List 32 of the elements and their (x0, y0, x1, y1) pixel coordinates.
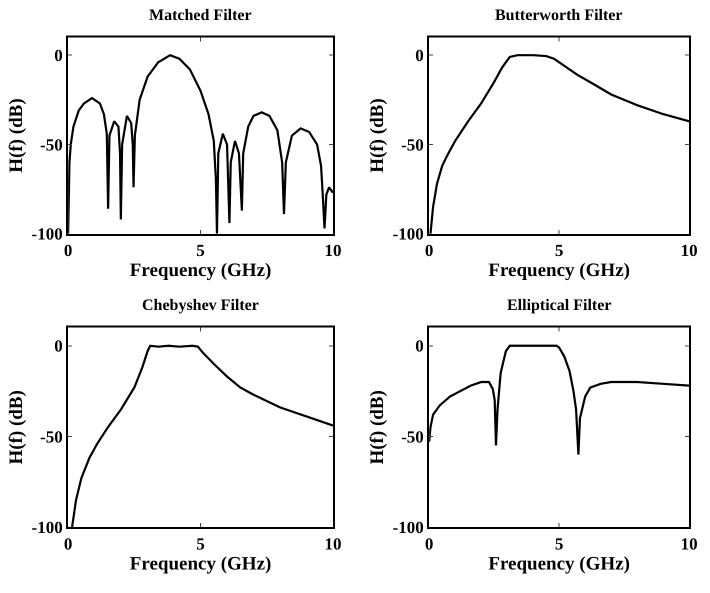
y-axis-title: H(f) (dB) (6, 98, 27, 173)
y-tick-label: -50 (401, 135, 424, 154)
chart-title: Butterworth Filter (495, 7, 623, 24)
x-tick-label: 5 (196, 534, 205, 554)
chart-title: Chebyshev Filter (142, 297, 259, 314)
chart-title: Elliptical Filter (507, 297, 612, 314)
x-tick-label: 10 (324, 534, 342, 554)
y-tick-label: -50 (40, 427, 63, 446)
x-tick-label: 10 (680, 241, 698, 260)
y-tick-label: 0 (54, 46, 63, 66)
y-tick-label: -100 (32, 224, 63, 244)
x-axis-title: Frequency (GHz) (130, 260, 272, 282)
x-tick-label: 5 (554, 534, 564, 554)
y-tick-label: 0 (415, 336, 424, 356)
y-tick-label: -100 (392, 224, 424, 244)
y-axis-title: H(f) (dB) (366, 98, 388, 173)
y-tick-label: 0 (415, 46, 424, 66)
x-tick-label: 5 (196, 241, 205, 260)
x-axis-title: Frequency (GHz) (488, 260, 630, 282)
y-tick-label: -100 (392, 518, 424, 537)
y-tick-label: 0 (54, 336, 63, 356)
x-axis-title: Frequency (GHz) (488, 553, 630, 574)
y-tick-label: -100 (32, 518, 63, 537)
chart-title: Matched Filter (149, 7, 252, 24)
y-tick-label: -50 (40, 135, 63, 154)
x-tick-label: 10 (680, 534, 698, 554)
x-tick-label: 5 (554, 241, 564, 260)
y-axis-title: H(f) (dB) (6, 390, 27, 465)
y-tick-label: -50 (401, 427, 424, 446)
x-axis-title: Frequency (GHz) (130, 553, 272, 574)
y-axis-title: H(f) (dB) (366, 390, 388, 465)
x-tick-label: 10 (324, 241, 342, 260)
